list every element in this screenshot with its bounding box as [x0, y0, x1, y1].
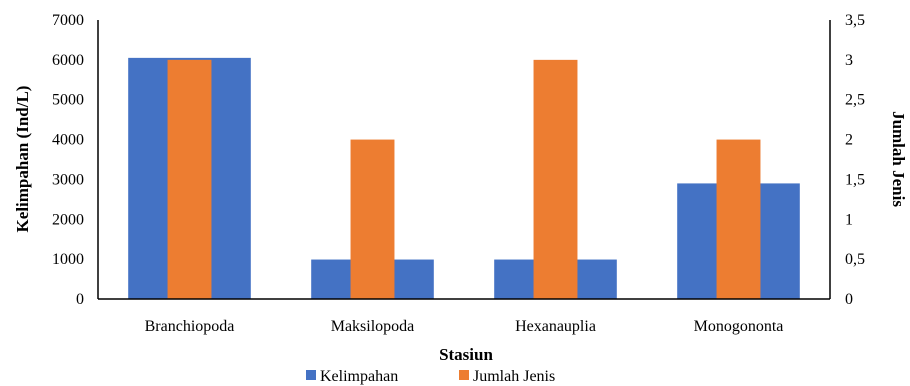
y-tick-label: 1000 [52, 251, 84, 268]
y2-tick-label: 3,5 [845, 12, 865, 29]
legend-label-kelimpahan: Kelimpahan [320, 368, 398, 385]
y2-tick-label: 0,5 [845, 251, 865, 268]
legend-swatch-kelimpahan [306, 370, 316, 380]
bar-jumlah-jenis [716, 139, 761, 299]
y-tick-label: 7000 [52, 12, 84, 29]
y2-tick-label: 3 [845, 52, 853, 69]
jumlah-jenis-bars [167, 59, 761, 299]
y2-tick-label: 1,5 [845, 171, 865, 188]
y-tick-label: 6000 [52, 52, 84, 69]
legend-swatch-jumlah-jenis [459, 370, 469, 380]
bar-jumlah-jenis [167, 59, 212, 299]
y-tick-label: 5000 [52, 92, 84, 109]
category-label: Monogononta [694, 318, 784, 335]
kelimpahan-bars [128, 57, 800, 299]
legend-label-jumlah-jenis: Jumlah Jenis [473, 368, 555, 385]
y2-tick-label: 2,5 [845, 92, 865, 109]
y2-axis-title: Jumlah Jenis [889, 111, 908, 207]
y-tick-label: 3000 [52, 171, 84, 188]
bar-jumlah-jenis [350, 139, 395, 299]
category-label: Branchiopoda [145, 318, 235, 335]
y2-tick-label: 0 [845, 291, 853, 308]
y-tick-label: 2000 [52, 211, 84, 228]
category-label: Hexanauplia [515, 318, 596, 335]
legend: Kelimpahan Jumlah Jenis [306, 368, 555, 385]
x-axis-title: Stasiun [439, 345, 493, 364]
category-label: Maksilopoda [331, 318, 415, 335]
y2-tick-label: 1 [845, 211, 853, 228]
y-axis-title: Kelimpahan (Ind/L) [13, 86, 32, 233]
y-tick-label: 4000 [52, 132, 84, 149]
left-tick-labels: 0 1000 2000 3000 4000 5000 6000 7000 [52, 12, 84, 308]
bar-jumlah-jenis [533, 59, 578, 299]
y2-tick-label: 2 [845, 132, 853, 149]
category-labels: Branchiopoda Maksilopoda Hexanauplia Monogo… [145, 318, 784, 335]
right-tick-labels: 0 0,5 1 1,5 2 2,5 3 3,5 [845, 12, 865, 308]
y-tick-label: 0 [76, 291, 84, 308]
